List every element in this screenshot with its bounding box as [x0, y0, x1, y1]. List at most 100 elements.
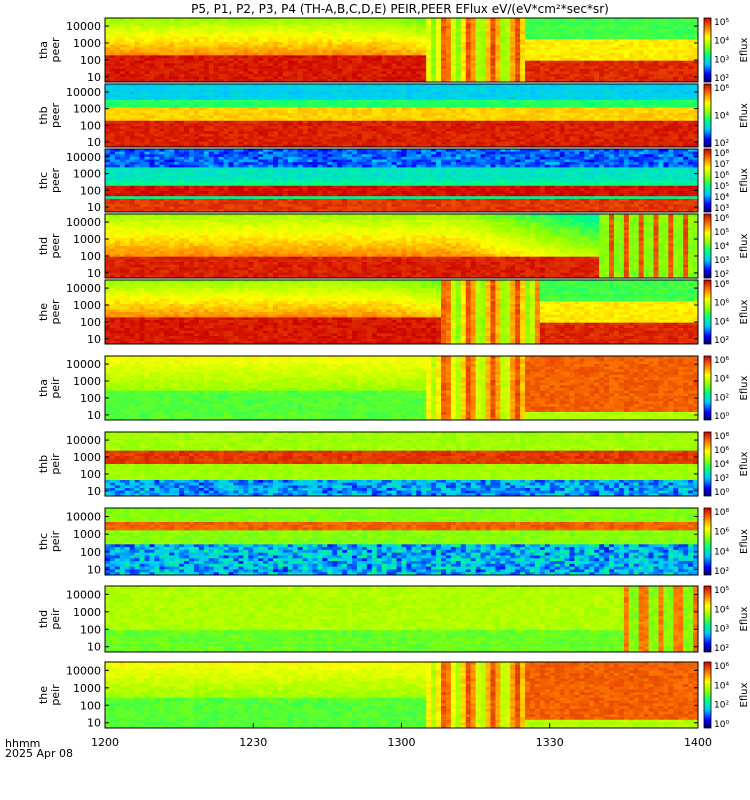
heatmap-cell	[223, 50, 229, 54]
heatmap-cell	[460, 28, 467, 32]
heatmap-cell	[357, 71, 363, 75]
heatmap-cell	[233, 39, 239, 43]
heatmap-cell	[223, 139, 229, 143]
heatmap-cell	[223, 34, 229, 38]
heatmap-cell	[332, 47, 338, 51]
heatmap-cell	[455, 39, 462, 43]
heatmap-cell	[243, 76, 249, 80]
heatmap-cell	[149, 31, 155, 35]
heatmap-cell	[579, 18, 585, 22]
heatmap-cell	[460, 42, 467, 46]
heatmap-cell	[431, 115, 437, 119]
heatmap-cell	[208, 18, 215, 22]
heatmap-cell	[678, 36, 684, 40]
heatmap-cell	[114, 47, 121, 51]
heatmap-cell	[312, 115, 318, 119]
heatmap-cell	[376, 31, 383, 35]
heatmap-cell	[297, 60, 304, 64]
heatmap-cell	[124, 42, 131, 46]
heatmap-cell	[485, 36, 491, 40]
heatmap-cell	[663, 55, 669, 59]
heatmap-cell	[297, 105, 304, 109]
heatmap-cell	[490, 47, 496, 51]
heatmap-cell	[169, 131, 175, 135]
heatmap-cell	[653, 58, 659, 62]
heatmap-cell	[411, 133, 417, 137]
heatmap-cell	[525, 26, 531, 30]
heatmap-cell	[114, 97, 121, 101]
heatmap-cell	[164, 79, 170, 83]
heatmap-cell	[376, 91, 383, 95]
heatmap-cell	[618, 39, 625, 43]
heatmap-cell	[297, 44, 304, 48]
heatmap-cell	[243, 91, 249, 95]
heatmap-cell	[203, 91, 210, 95]
heatmap-cell	[105, 47, 111, 51]
heatmap-cell	[134, 97, 140, 101]
heatmap-cell	[525, 66, 531, 70]
heatmap-cell	[193, 60, 200, 64]
heatmap-cell	[203, 76, 210, 80]
heatmap-cell	[174, 133, 180, 137]
heatmap-cell	[376, 47, 383, 51]
heatmap-cell	[134, 20, 140, 24]
heatmap-cell	[327, 20, 333, 24]
heatmap-cell	[119, 136, 126, 140]
heatmap-cell	[238, 18, 244, 22]
heatmap-cell	[520, 47, 526, 51]
heatmap-cell	[342, 136, 348, 140]
heatmap-cell	[322, 76, 328, 80]
heatmap-cell	[574, 55, 580, 59]
heatmap-cell	[302, 47, 309, 51]
heatmap-cell	[198, 34, 205, 38]
heatmap-cell	[109, 126, 116, 130]
heatmap-cell	[248, 91, 254, 95]
heatmap-cell	[282, 102, 289, 106]
heatmap-cell	[663, 47, 669, 51]
heatmap-cell	[287, 84, 294, 88]
heatmap-cell	[510, 84, 516, 88]
heatmap-cell	[213, 105, 220, 109]
heatmap-cell	[569, 71, 575, 75]
heatmap-cell	[416, 86, 422, 90]
heatmap-cell	[441, 74, 447, 78]
heatmap-cell	[357, 112, 363, 116]
heatmap-cell	[579, 71, 585, 75]
heatmap-cell	[124, 44, 131, 48]
heatmap-cell	[198, 84, 205, 88]
heatmap-cell	[337, 99, 343, 103]
heatmap-cell	[643, 60, 649, 64]
heatmap-cell	[129, 36, 136, 40]
heatmap-cell	[436, 36, 442, 40]
heatmap-cell	[564, 31, 570, 35]
heatmap-cell	[159, 102, 165, 106]
heatmap-cell	[455, 74, 462, 78]
heatmap-cell	[193, 112, 200, 116]
heatmap-cell	[164, 34, 170, 38]
heatmap-cell	[273, 128, 279, 132]
heatmap-cell	[302, 144, 309, 148]
heatmap-cell	[450, 71, 457, 75]
heatmap-cell	[174, 52, 180, 56]
heatmap-cell	[193, 71, 200, 75]
heatmap-cell	[455, 23, 462, 27]
heatmap-cell	[574, 28, 580, 32]
heatmap-cell	[525, 52, 531, 56]
heatmap-cell	[312, 89, 318, 93]
heatmap-cell	[248, 74, 254, 78]
heatmap-cell	[174, 71, 180, 75]
heatmap-cell	[633, 34, 640, 38]
heatmap-cell	[213, 20, 220, 24]
heatmap-cell	[554, 44, 561, 48]
heatmap-cell	[273, 20, 279, 24]
heatmap-cell	[134, 68, 140, 72]
heatmap-cell	[594, 76, 600, 80]
heatmap-cell	[184, 58, 190, 62]
heatmap-cell	[500, 102, 506, 106]
heatmap-cell	[159, 110, 165, 114]
heatmap-cell	[539, 36, 546, 40]
heatmap-cell	[366, 110, 373, 114]
heatmap-cell	[149, 126, 155, 130]
heatmap-cell	[431, 42, 437, 46]
heatmap-cell	[638, 36, 645, 40]
